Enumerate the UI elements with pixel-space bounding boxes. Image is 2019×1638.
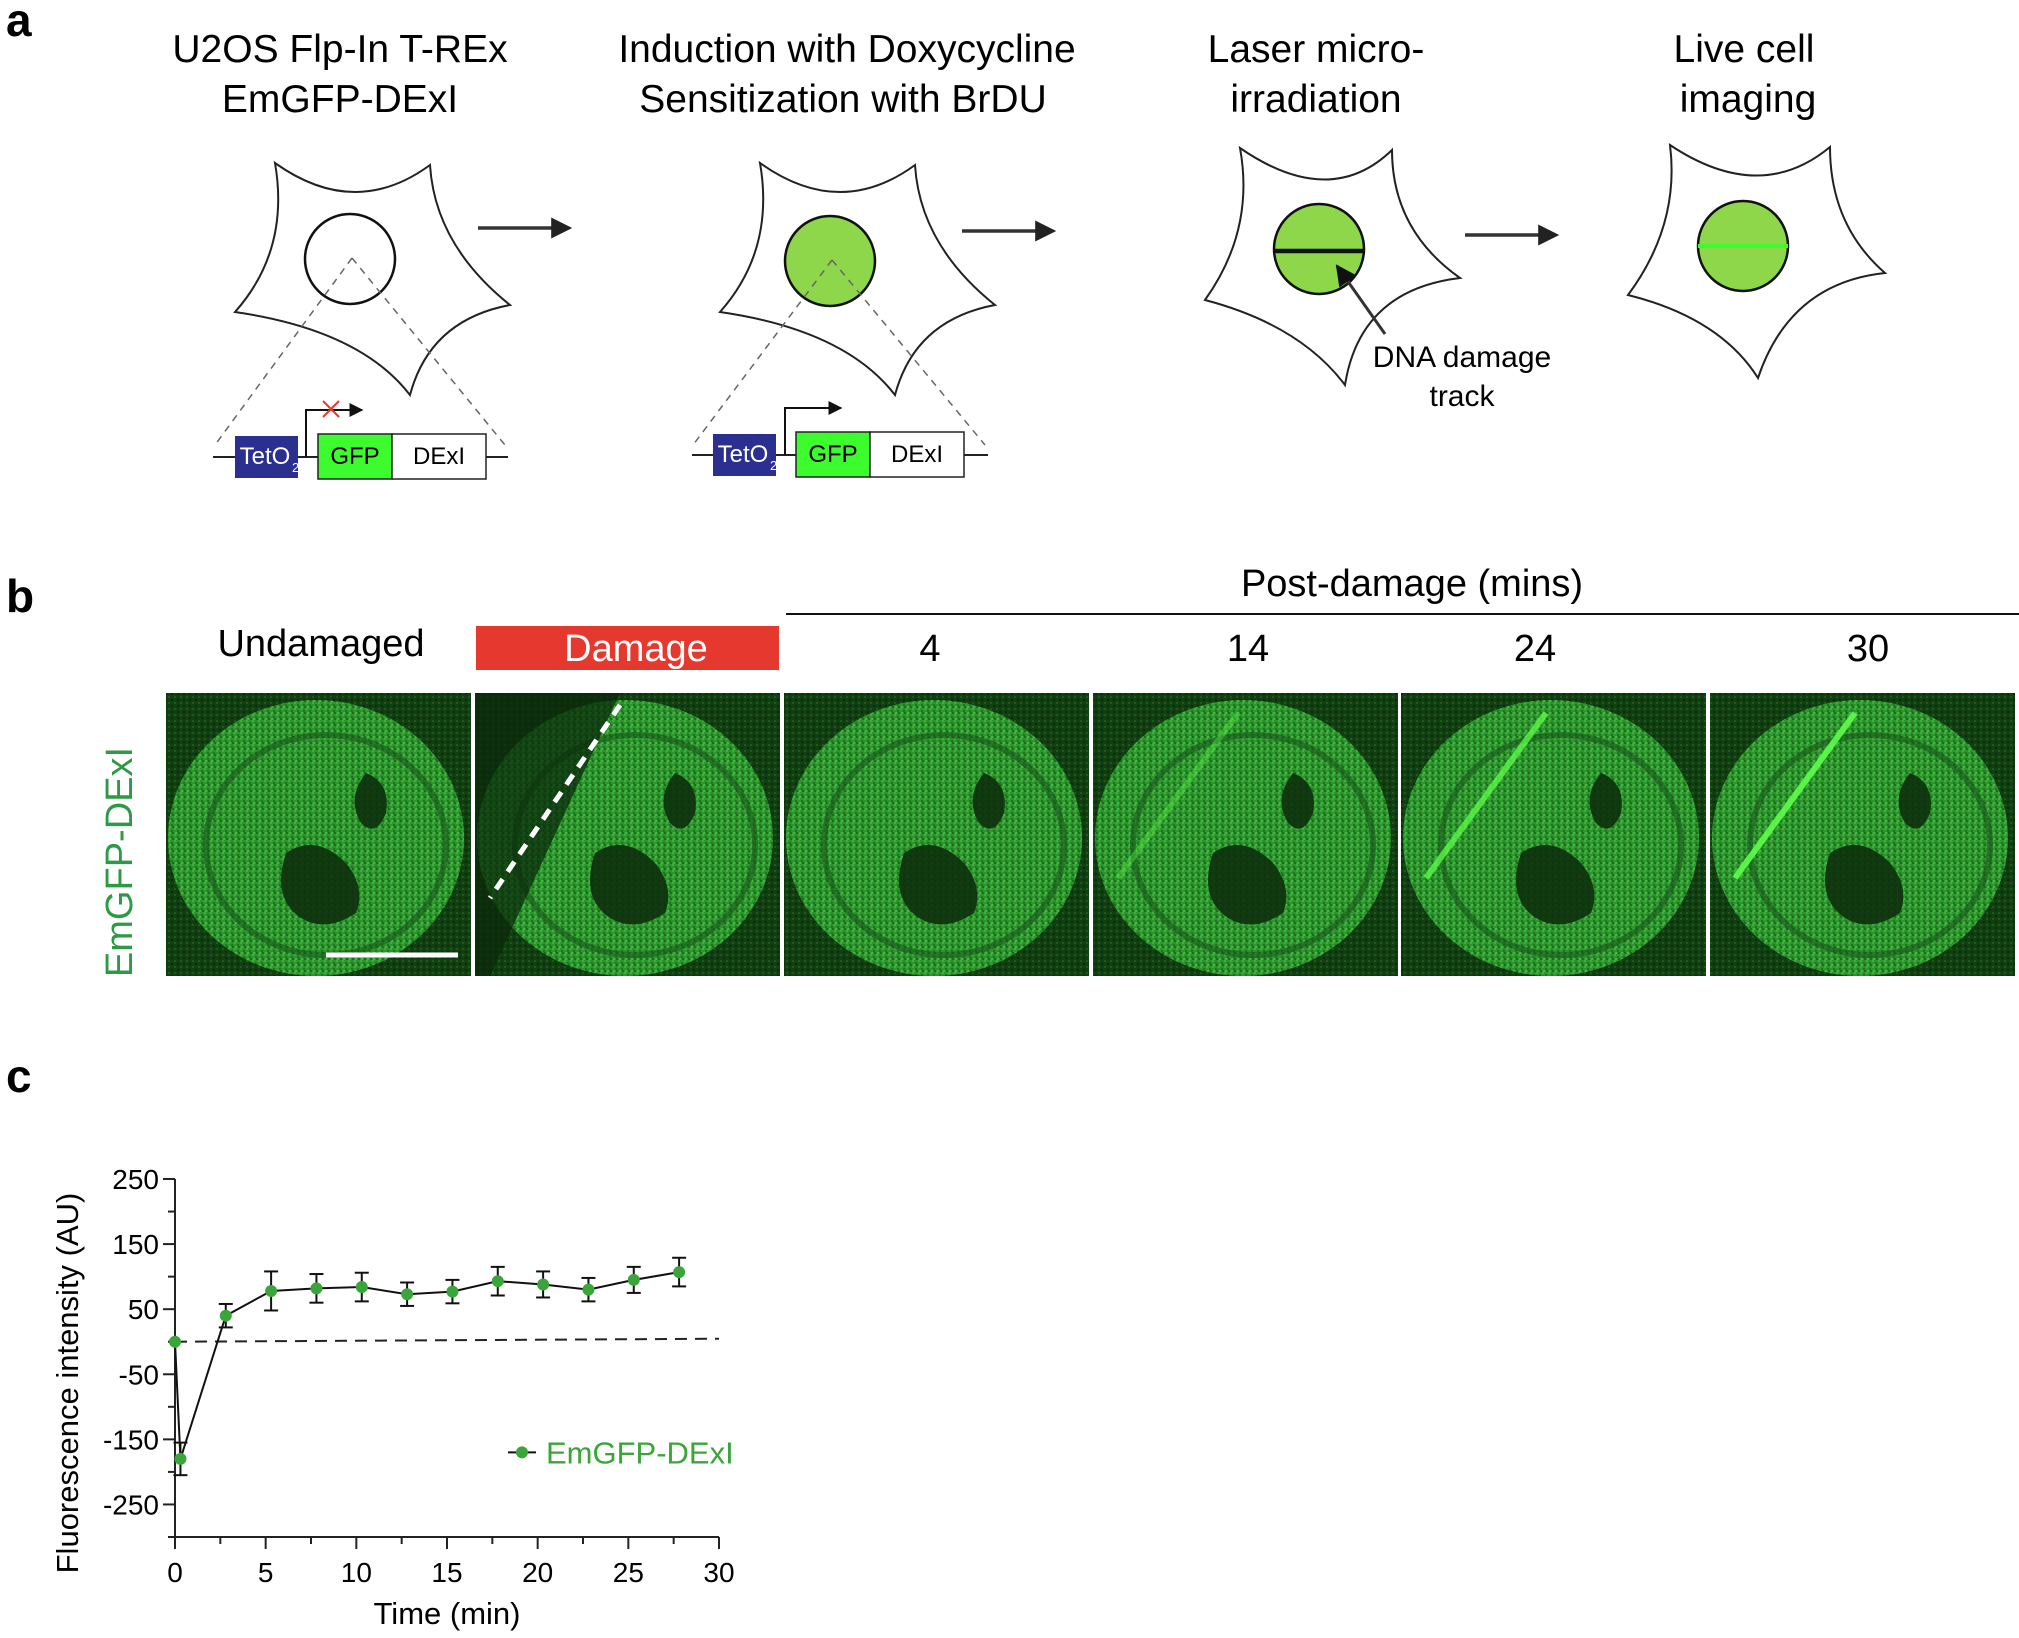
x-tick-label: 15 — [431, 1557, 462, 1588]
panel-c-letter: c — [6, 1050, 32, 1102]
step-4-title-line2: imaging — [1680, 78, 1817, 121]
data-point — [265, 1284, 278, 1297]
gfp-label: GFP — [808, 441, 857, 468]
micrograph-frame — [784, 693, 1089, 976]
data-point — [219, 1309, 232, 1322]
cell-3: DNA damage track — [1203, 145, 1551, 413]
dexi-label: DExI — [891, 441, 943, 468]
gfp-label: GFP — [330, 443, 379, 470]
data-point — [355, 1281, 368, 1294]
data-point — [673, 1266, 686, 1279]
damage-label-box — [476, 626, 779, 670]
step-2-title-line1: Induction with Doxycycline — [618, 28, 1075, 71]
micrograph-frame — [166, 693, 471, 976]
cell-4 — [1626, 142, 1888, 381]
cell-2 — [692, 160, 998, 446]
data-point — [537, 1278, 550, 1291]
fluorescence-chart: 250 150 50 -50 -150 -250 0 5 10 15 20 25 30 Time (min… — [50, 1164, 735, 1631]
data-point — [491, 1275, 504, 1288]
teto2-label: TetO — [718, 441, 769, 468]
panel-a: a U2OS Flp-In T-REx EmGFP-DExI Induction… — [6, 0, 1888, 480]
col-label-4: 4 — [919, 628, 940, 670]
teto2-box — [235, 436, 298, 478]
x-tick-label: 0 — [167, 1557, 183, 1588]
annotation-line1: DNA damage — [1373, 341, 1551, 374]
x-tick-label: 10 — [341, 1557, 372, 1588]
micrograph-row — [166, 693, 2015, 976]
y-tick-label: 250 — [112, 1164, 159, 1195]
step-1-title-line1: U2OS Flp-In T-REx — [172, 28, 508, 71]
post-damage-label: Post-damage (mins) — [1241, 563, 1583, 605]
col-label-14: 14 — [1227, 628, 1269, 670]
step-1-title-line2: EmGFP-DExI — [222, 78, 458, 121]
step-3-title-line2: irradiation — [1230, 78, 1401, 121]
micrograph-frame — [1093, 693, 1398, 976]
data-point — [401, 1288, 414, 1301]
data-point — [582, 1283, 595, 1296]
gfp-box — [317, 433, 393, 480]
col-label-damage: Damage — [564, 628, 708, 670]
nucleus-green — [783, 214, 877, 308]
cell-1 — [214, 160, 513, 446]
teto2-label: TetO — [240, 443, 291, 470]
panel-a-letter: a — [6, 0, 32, 46]
y-tick-label: 150 — [112, 1229, 159, 1260]
dexi-box — [391, 433, 487, 480]
step-4-title-line1: Live cell — [1674, 28, 1815, 71]
dexi-label: DExI — [413, 443, 465, 470]
annotation-arrow — [1335, 264, 1387, 335]
x-tick-label: 25 — [613, 1557, 644, 1588]
teto2-subscript: 2 — [292, 460, 299, 475]
teto2-box — [713, 434, 776, 476]
series-line — [174, 1271, 680, 1460]
panel-c: c 250 150 50 -50 -150 -250 0 5 10 15 20 25 30 Time (m… — [6, 1050, 735, 1631]
annotation-line2: track — [1429, 380, 1495, 413]
row-label: EmGFP-DExI — [99, 747, 141, 977]
promoter-arrow-off — [305, 403, 364, 457]
data-point — [627, 1273, 640, 1286]
col-label-30: 30 — [1847, 628, 1889, 670]
step-2-title-line2: Sensitization with BrDU — [639, 78, 1046, 121]
x-tick-label: 20 — [522, 1557, 553, 1588]
x-tick-label: 30 — [703, 1557, 734, 1588]
data-point — [174, 1452, 187, 1465]
y-axis-label: Fluorescence intensity (AU) — [50, 1193, 85, 1574]
baseline-reference — [174, 1337, 720, 1343]
legend-label: EmGFP-DExI — [546, 1435, 734, 1470]
legend-marker — [516, 1446, 528, 1459]
data-point — [169, 1335, 181, 1348]
nucleus-empty — [303, 212, 397, 306]
micrograph-frame — [475, 693, 780, 976]
y-tick-label: -250 — [103, 1489, 159, 1520]
construct-2: TetO 2 GFP DExI — [692, 401, 988, 478]
micrograph-frame — [1401, 693, 1706, 976]
y-tick-label: 50 — [128, 1294, 159, 1325]
x-axis-label: Time (min) — [374, 1596, 521, 1631]
panel-b-letter: b — [6, 570, 34, 622]
data-point — [446, 1285, 459, 1298]
step-3-title-line1: Laser micro- — [1208, 28, 1425, 71]
x-tick-label: 5 — [258, 1557, 274, 1588]
y-tick-label: -150 — [103, 1424, 159, 1455]
teto2-subscript: 2 — [770, 458, 777, 473]
construct-1: TetO 2 GFP DExI — [213, 400, 508, 480]
y-tick-label: -50 — [119, 1359, 159, 1390]
dexi-box — [869, 431, 965, 478]
panel-b: b Post-damage (mins) Undamaged Damage 4 … — [6, 563, 2019, 977]
col-label-24: 24 — [1514, 628, 1556, 670]
col-label-undamaged: Undamaged — [217, 623, 424, 665]
data-point — [310, 1282, 323, 1295]
promoter-arrow-on — [784, 401, 843, 455]
micrograph-frame — [1710, 693, 2015, 976]
